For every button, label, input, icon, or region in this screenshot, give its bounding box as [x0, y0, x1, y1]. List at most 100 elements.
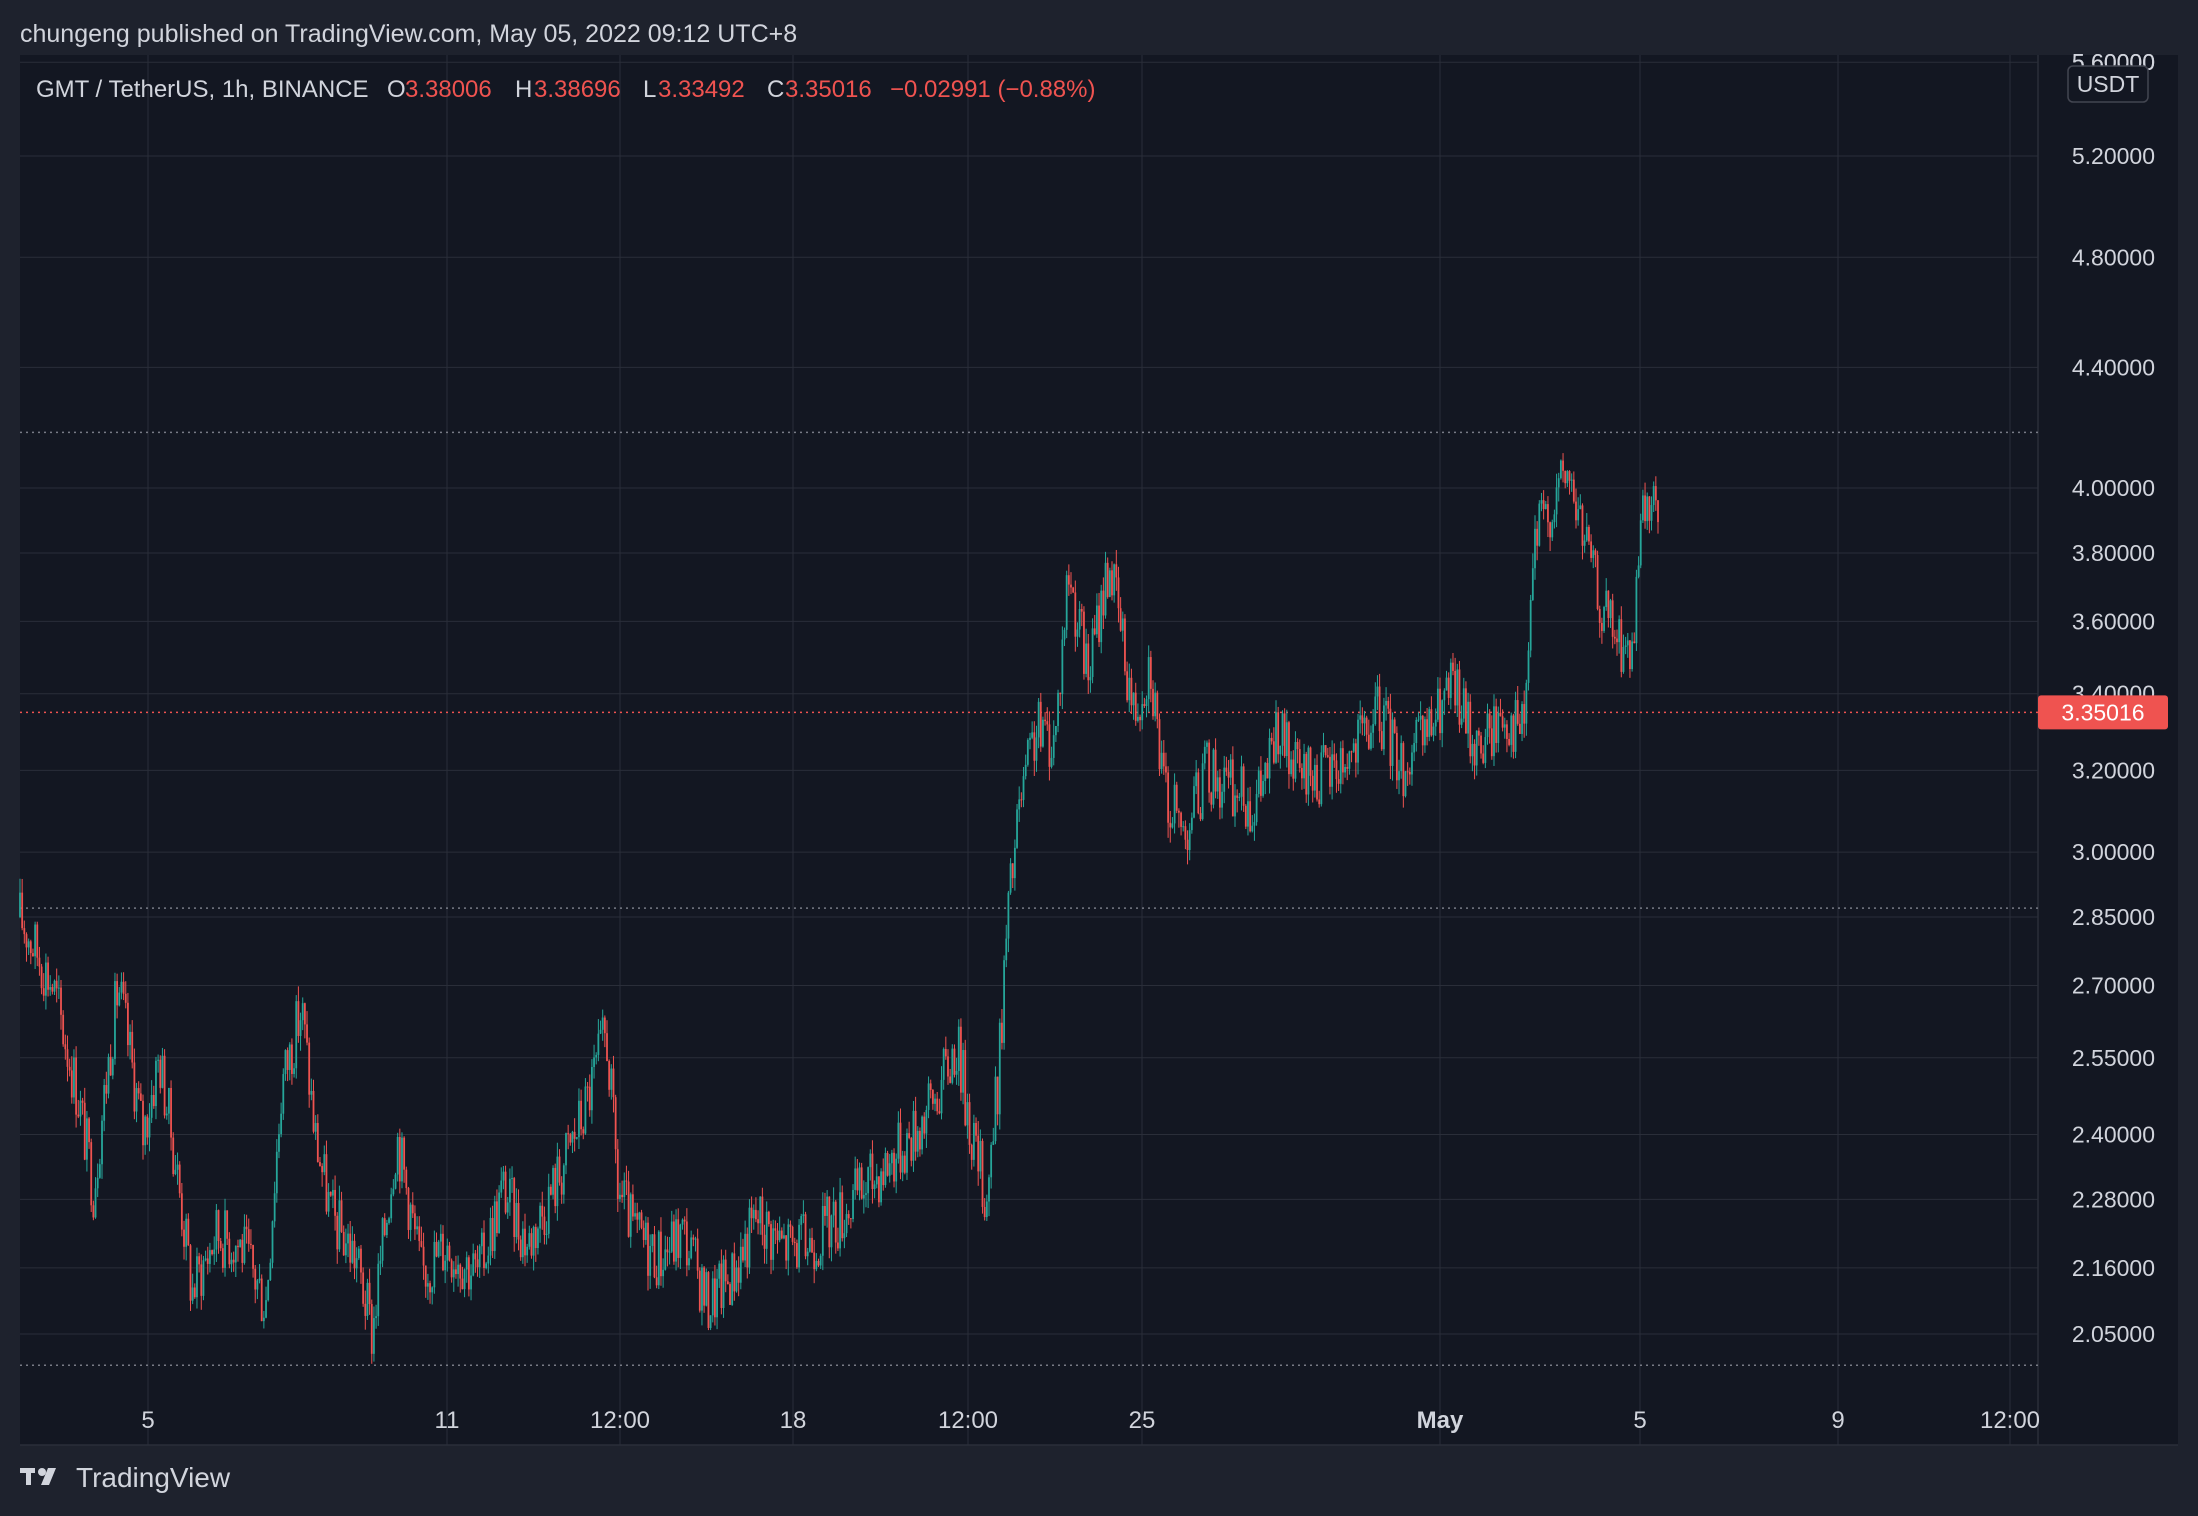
candle-body [234, 1245, 237, 1263]
candle-body [44, 962, 47, 996]
candle-body [1173, 784, 1176, 824]
candle-body [146, 1116, 149, 1138]
candle-body [545, 1233, 548, 1235]
price-tick-label: 3.60000 [2072, 608, 2155, 634]
candle-body [1255, 793, 1258, 823]
candle-body [1426, 719, 1428, 737]
candle-body [1059, 692, 1062, 695]
candle-body [1380, 731, 1383, 750]
candle-body [1618, 619, 1621, 643]
candle-body [765, 1211, 768, 1249]
candle-body [739, 1246, 742, 1283]
candle-body [47, 962, 49, 990]
candle-body [1080, 608, 1083, 612]
candle-body [785, 1235, 788, 1261]
price-tick-label: 2.16000 [2072, 1255, 2155, 1281]
candle-body [1490, 728, 1493, 757]
candle-body [51, 987, 54, 992]
candle-body [824, 1205, 826, 1216]
candle-body [912, 1110, 915, 1161]
time-axis[interactable]: 5 11 12:00 18 12:00 25 May 5 9 12:00 [141, 1407, 2040, 1434]
candle-body [396, 1137, 399, 1175]
candle-body [1596, 555, 1599, 609]
candle-body [595, 1054, 598, 1058]
candle-body [619, 1194, 621, 1199]
candle-body [429, 1283, 431, 1293]
candle-body [757, 1219, 759, 1224]
candle-body [129, 1031, 131, 1046]
candle-body [1022, 776, 1025, 800]
candle-body [116, 981, 119, 1006]
candle-body [187, 1218, 190, 1246]
candle-body [1208, 742, 1211, 793]
price-tick-label: 4.00000 [2072, 475, 2155, 501]
candle-body [1009, 863, 1012, 893]
candle-body [852, 1189, 854, 1220]
candle-body [325, 1154, 328, 1212]
candle-body [882, 1171, 885, 1186]
candle-body [422, 1246, 425, 1266]
candle-body [813, 1252, 816, 1270]
candle-body [81, 1100, 84, 1103]
candle-body [1201, 763, 1204, 820]
candle-body [685, 1221, 688, 1266]
candle-body [1398, 771, 1400, 781]
tradingview-brand[interactable]: TradingView [20, 1462, 230, 1494]
candle-body [1342, 748, 1344, 773]
candle-body [32, 953, 34, 957]
candle-body [49, 987, 52, 990]
candle-body [137, 1088, 140, 1094]
candle-body [506, 1202, 509, 1213]
candle-body [1417, 719, 1420, 721]
time-tick-label: 25 [1129, 1407, 1156, 1434]
currency-badge[interactable]: USDT [2067, 65, 2149, 103]
candle-body [1018, 799, 1021, 810]
candle-body [1657, 500, 1659, 523]
candle-body [923, 1116, 926, 1134]
candle-body [532, 1226, 535, 1256]
candle-body [1301, 767, 1303, 779]
candle-body [1180, 812, 1182, 827]
candle-body [1480, 735, 1482, 754]
candle-body [774, 1228, 777, 1231]
time-tick-label: 5 [1633, 1407, 1646, 1434]
candle-body [865, 1193, 867, 1195]
candle-body [297, 1001, 300, 1036]
candle-body [1216, 777, 1219, 792]
candle-body [841, 1192, 844, 1239]
candle-body [455, 1269, 457, 1275]
candle-body [118, 992, 121, 1006]
candle-body [487, 1255, 490, 1264]
candle-body [90, 1142, 93, 1206]
price-axis-pane[interactable] [2038, 55, 2178, 1445]
chart-pane[interactable] [20, 55, 2038, 1445]
candle-body [731, 1253, 734, 1305]
high-value: 3.38696 [534, 76, 621, 103]
candle-body [942, 1048, 945, 1080]
close-label: C [767, 76, 784, 103]
candle-body [1624, 645, 1627, 647]
candle-body [75, 1057, 78, 1115]
candle-body [161, 1055, 164, 1088]
candle-body [1229, 759, 1232, 778]
candle-body [970, 1144, 973, 1160]
candle-body [1156, 692, 1159, 720]
candle-body [88, 1118, 90, 1143]
candle-body [347, 1233, 349, 1244]
candle-body [793, 1241, 796, 1244]
candle-body [1613, 636, 1616, 639]
candle-body [1001, 1022, 1003, 1043]
tradingview-logo-icon [20, 1462, 64, 1494]
candle-body [1603, 606, 1605, 631]
candle-body [180, 1193, 183, 1230]
candle-body [68, 1066, 71, 1071]
candle-body [1592, 550, 1595, 558]
candle-body [1145, 699, 1148, 707]
candle-body [353, 1240, 356, 1269]
candle-body [806, 1251, 809, 1257]
candle-body [1152, 688, 1154, 717]
candle-body [1087, 643, 1090, 681]
candle-body [1249, 801, 1252, 832]
candle-body [949, 1076, 952, 1083]
